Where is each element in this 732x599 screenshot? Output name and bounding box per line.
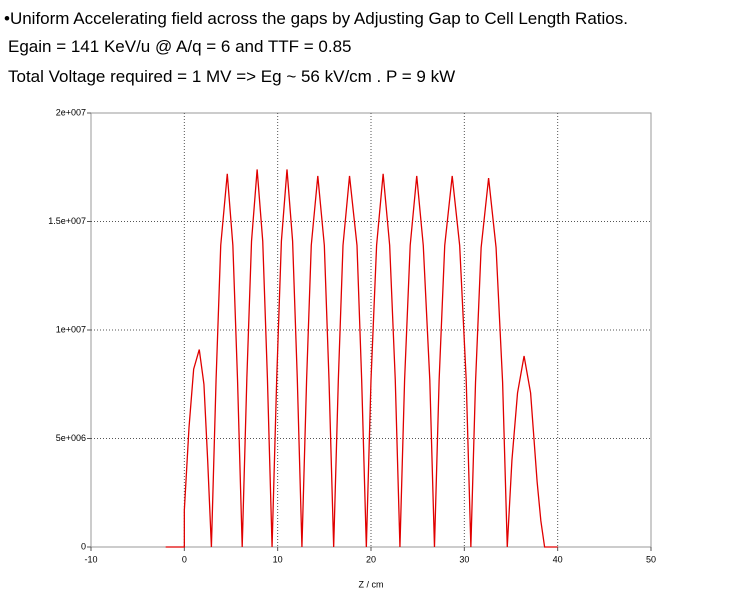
header-line: Total Voltage required = 1 MV => Eg ~ 56… (8, 67, 455, 86)
y-tick-label: 0 (81, 541, 86, 551)
x-axis-label: Z / cm (359, 579, 384, 589)
header-line: •Uniform Accelerating field across the g… (4, 9, 628, 28)
x-tick-label: 0 (182, 554, 187, 564)
x-tick-label: 40 (553, 554, 563, 564)
y-tick-label: 2e+007 (56, 107, 86, 117)
data-line (165, 169, 558, 548)
x-tick-label: 20 (366, 554, 376, 564)
header-line: Egain = 141 KeV/u @ A/q = 6 and TTF = 0.… (8, 37, 351, 56)
x-tick-label: -10 (84, 554, 97, 564)
y-tick-label: 1e+007 (56, 324, 86, 334)
x-tick-label: 10 (273, 554, 283, 564)
y-tick-label: 1.5e+007 (48, 216, 86, 226)
x-tick-label: 50 (646, 554, 656, 564)
x-tick-label: 30 (459, 554, 469, 564)
y-tick-label: 5e+006 (56, 433, 86, 443)
